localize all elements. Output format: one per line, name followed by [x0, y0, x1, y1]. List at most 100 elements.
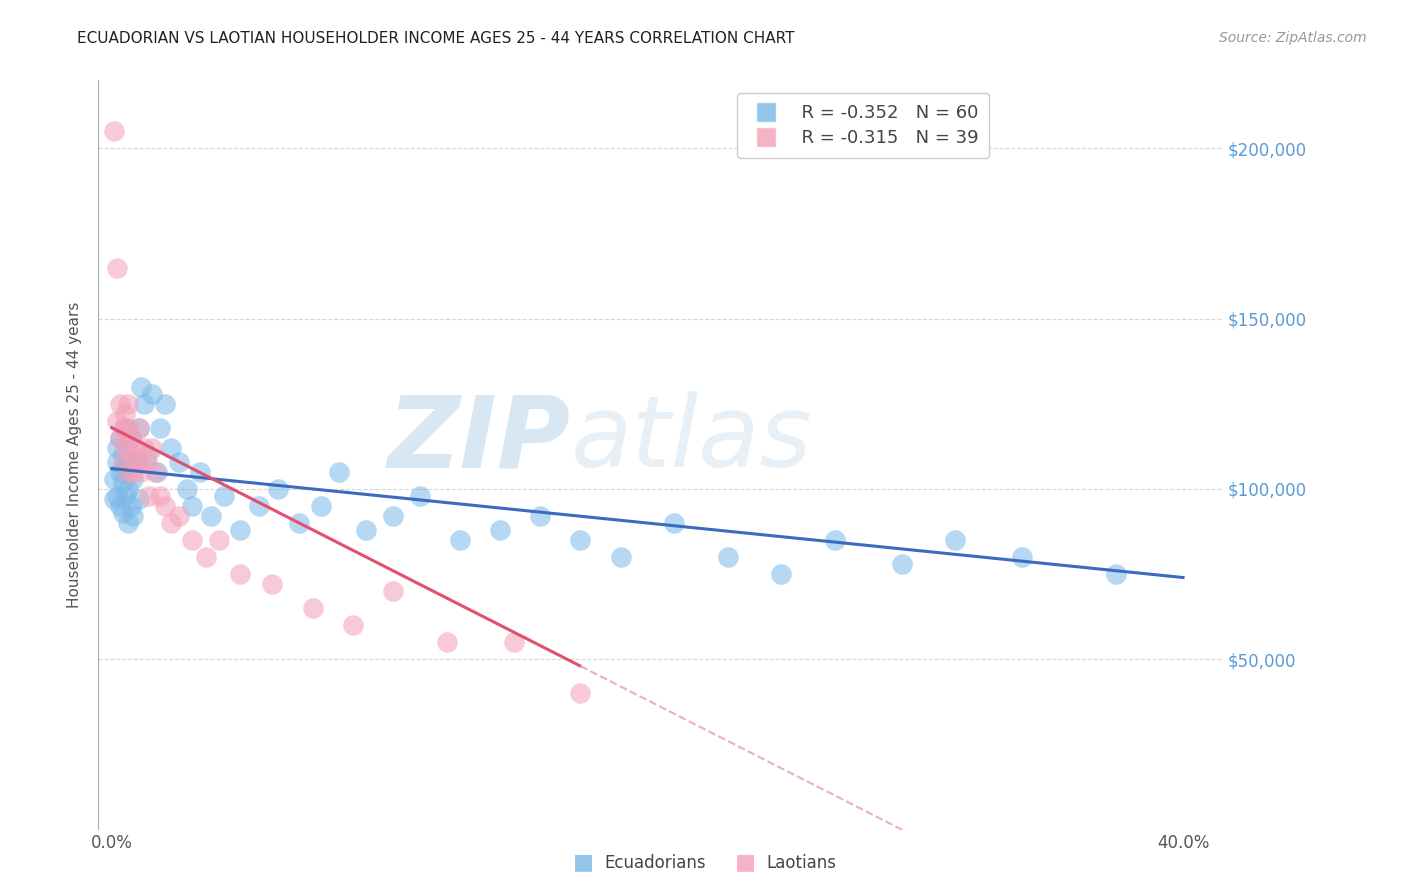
Point — [609, 550, 631, 565]
Point — [155, 499, 177, 513]
Point — [117, 516, 139, 530]
Point — [149, 420, 172, 434]
Point — [247, 499, 270, 513]
Point — [105, 489, 128, 503]
Point — [146, 465, 169, 479]
Point — [262, 577, 284, 591]
Point — [117, 465, 139, 479]
Point — [176, 482, 198, 496]
Point — [111, 448, 134, 462]
Point — [167, 455, 190, 469]
Point — [328, 465, 350, 479]
Point — [149, 489, 172, 503]
Point — [1011, 550, 1033, 565]
Text: ■: ■ — [735, 853, 755, 872]
Point — [103, 492, 125, 507]
Point — [105, 455, 128, 469]
Point — [108, 499, 131, 513]
Point — [194, 550, 217, 565]
Point — [141, 441, 163, 455]
Point — [120, 431, 142, 445]
Text: ECUADORIAN VS LAOTIAN HOUSEHOLDER INCOME AGES 25 - 44 YEARS CORRELATION CHART: ECUADORIAN VS LAOTIAN HOUSEHOLDER INCOME… — [77, 31, 794, 46]
Point — [132, 397, 155, 411]
Point — [128, 420, 150, 434]
Point — [114, 407, 136, 421]
Point — [569, 533, 592, 547]
Point — [114, 458, 136, 472]
Point — [502, 635, 524, 649]
Point — [128, 492, 150, 507]
Point — [114, 441, 136, 455]
Point — [117, 420, 139, 434]
Point — [108, 465, 131, 479]
Point — [125, 455, 148, 469]
Point — [114, 420, 136, 434]
Point — [108, 397, 131, 411]
Point — [436, 635, 458, 649]
Point — [117, 397, 139, 411]
Point — [128, 455, 150, 469]
Point — [138, 489, 160, 503]
Point — [108, 431, 131, 445]
Point — [717, 550, 740, 565]
Point — [117, 482, 139, 496]
Point — [890, 557, 912, 571]
Point — [382, 584, 405, 599]
Text: Source: ZipAtlas.com: Source: ZipAtlas.com — [1219, 31, 1367, 45]
Text: atlas: atlas — [571, 392, 813, 489]
Legend:   R = -0.352   N = 60,   R = -0.315   N = 39: R = -0.352 N = 60, R = -0.315 N = 39 — [737, 93, 990, 158]
Point — [129, 465, 152, 479]
Point — [105, 260, 128, 275]
Point — [664, 516, 686, 530]
Point — [770, 567, 793, 582]
Text: ■: ■ — [574, 853, 593, 872]
Point — [489, 523, 512, 537]
Point — [945, 533, 967, 547]
Point — [141, 386, 163, 401]
Point — [159, 441, 181, 455]
Point — [301, 601, 323, 615]
Point — [111, 455, 134, 469]
Point — [342, 618, 364, 632]
Point — [229, 523, 252, 537]
Point — [125, 441, 148, 455]
Point — [120, 431, 142, 445]
Point — [229, 567, 252, 582]
Point — [111, 506, 134, 520]
Point — [111, 420, 134, 434]
Point — [105, 441, 128, 455]
Point — [181, 499, 204, 513]
Point — [208, 533, 231, 547]
Point — [167, 509, 190, 524]
Point — [181, 533, 204, 547]
Text: ZIP: ZIP — [388, 392, 571, 489]
Point — [382, 509, 405, 524]
Point — [143, 465, 166, 479]
Point — [103, 124, 125, 138]
Point — [309, 499, 332, 513]
Text: Laotians: Laotians — [766, 855, 837, 872]
Point — [529, 509, 551, 524]
Point — [122, 509, 145, 524]
Point — [824, 533, 846, 547]
Point — [114, 489, 136, 503]
Point — [267, 482, 290, 496]
Point — [129, 380, 152, 394]
Point — [135, 455, 157, 469]
Point — [108, 431, 131, 445]
Point — [122, 465, 145, 479]
Text: Ecuadorians: Ecuadorians — [605, 855, 706, 872]
Point — [111, 475, 134, 490]
Point — [449, 533, 471, 547]
Point — [569, 686, 592, 700]
Point — [188, 465, 211, 479]
Point — [214, 489, 236, 503]
Point — [103, 472, 125, 486]
Point — [200, 509, 222, 524]
Point — [159, 516, 181, 530]
Point — [120, 455, 142, 469]
Point — [1105, 567, 1128, 582]
Point — [122, 472, 145, 486]
Point — [135, 448, 157, 462]
Point — [409, 489, 432, 503]
